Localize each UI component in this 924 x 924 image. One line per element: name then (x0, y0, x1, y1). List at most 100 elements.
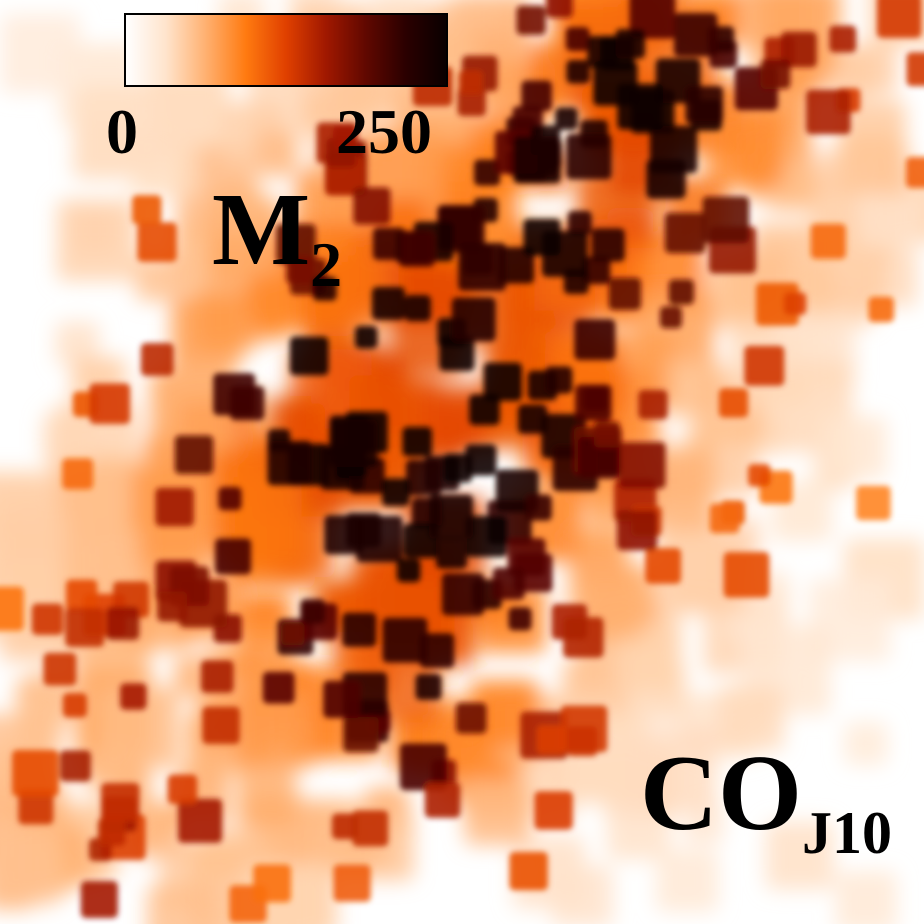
emission-clump (155, 487, 194, 527)
emission-clump (546, 0, 573, 18)
emission-clump (333, 864, 371, 902)
emission-clump (760, 59, 791, 89)
emission-clump (593, 421, 621, 448)
emission-clump (140, 343, 174, 376)
emission-clump (381, 478, 410, 506)
emission-clump (354, 326, 378, 349)
emission-clump (810, 223, 846, 259)
moment-label-index: 2 (310, 229, 343, 300)
emission-patch (664, 358, 723, 417)
emission-patch (823, 416, 887, 479)
emission-clump (521, 80, 552, 111)
emission-clump (202, 706, 240, 745)
emission-patch (844, 722, 888, 766)
emission-patch (848, 45, 897, 95)
emission-patch (55, 321, 100, 366)
emission-clump (805, 89, 851, 135)
moment-label-base: M (212, 172, 311, 287)
emission-clump (509, 851, 548, 891)
emission-clump (404, 295, 431, 322)
emission-patch (635, 291, 714, 371)
emission-clump (673, 13, 718, 57)
emission-clump (267, 440, 312, 486)
emission-clump (382, 617, 428, 663)
emission-patch (606, 796, 671, 860)
emission-clump (451, 297, 496, 342)
emission-clump (80, 881, 118, 918)
emission-clump (659, 306, 682, 329)
emission-clump (167, 774, 198, 805)
emission-clump (137, 222, 177, 262)
emission-clump (300, 598, 326, 624)
emission-clump (646, 159, 686, 199)
emission-clump (12, 749, 59, 797)
emission-clump (747, 464, 771, 487)
emission-clump (458, 70, 484, 95)
emission-clump (262, 671, 295, 704)
emission-clump (65, 607, 105, 647)
emission-clump (638, 389, 668, 420)
emission-clump (342, 612, 377, 647)
emission-patch (706, 109, 784, 187)
emission-clump (567, 726, 598, 757)
colorbar-tick-min: 0 (106, 96, 138, 167)
emission-patch (136, 255, 182, 302)
emission-patch (857, 181, 924, 248)
emission-clump (536, 725, 566, 754)
emission-clump (497, 246, 535, 284)
emission-clump (415, 673, 442, 700)
emission-clump (457, 87, 486, 117)
emission-clump (517, 404, 548, 434)
emission-clump (513, 135, 561, 184)
emission-patch (0, 825, 60, 905)
emission-clump (566, 133, 612, 180)
emission-clump (402, 426, 432, 457)
emission-clump (906, 52, 924, 87)
emission-clump (331, 813, 358, 840)
emission-clump (157, 591, 188, 622)
emission-patch (631, 725, 717, 811)
emission-clump (458, 242, 507, 291)
tracer-label: COJ10 (640, 740, 892, 864)
emission-patch (238, 690, 316, 769)
emission-clump (567, 210, 592, 235)
emission-clump (474, 159, 501, 186)
emission-clump (565, 27, 590, 51)
emission-clump (465, 444, 497, 476)
emission-clump (668, 279, 694, 305)
emission-clump (396, 558, 421, 583)
emission-clump (230, 385, 265, 421)
emission-clump (856, 485, 891, 521)
emission-clump (120, 683, 147, 710)
emission-clump (545, 366, 573, 394)
emission-clump (399, 743, 447, 791)
emission-clump (62, 458, 94, 490)
emission-patch (256, 130, 299, 173)
emission-clump (516, 5, 546, 35)
emission-clump (629, 0, 676, 39)
emission-patch (0, 14, 81, 94)
emission-clump (551, 604, 588, 640)
emission-patch (214, 183, 264, 233)
colorbar-tick-max: 250 (336, 96, 432, 167)
emission-clump (523, 218, 561, 256)
emission-clump (62, 693, 88, 718)
emission-clump (582, 256, 611, 285)
emission-clump (312, 276, 337, 301)
emission-clump (441, 573, 485, 616)
emission-clump (574, 319, 616, 361)
emission-clump (616, 510, 658, 551)
emission-clump (371, 286, 406, 320)
emission-patch (237, 767, 297, 827)
emission-patch (43, 413, 95, 465)
emission-clump (405, 459, 442, 496)
emission-clump (353, 187, 391, 225)
moment-label: M2 (212, 178, 342, 297)
emission-clump (868, 296, 894, 323)
emission-clump (399, 231, 435, 267)
emission-patch (656, 849, 719, 912)
emission-clump (174, 435, 214, 475)
emission-clump (575, 384, 612, 421)
emission-clump (343, 716, 379, 753)
